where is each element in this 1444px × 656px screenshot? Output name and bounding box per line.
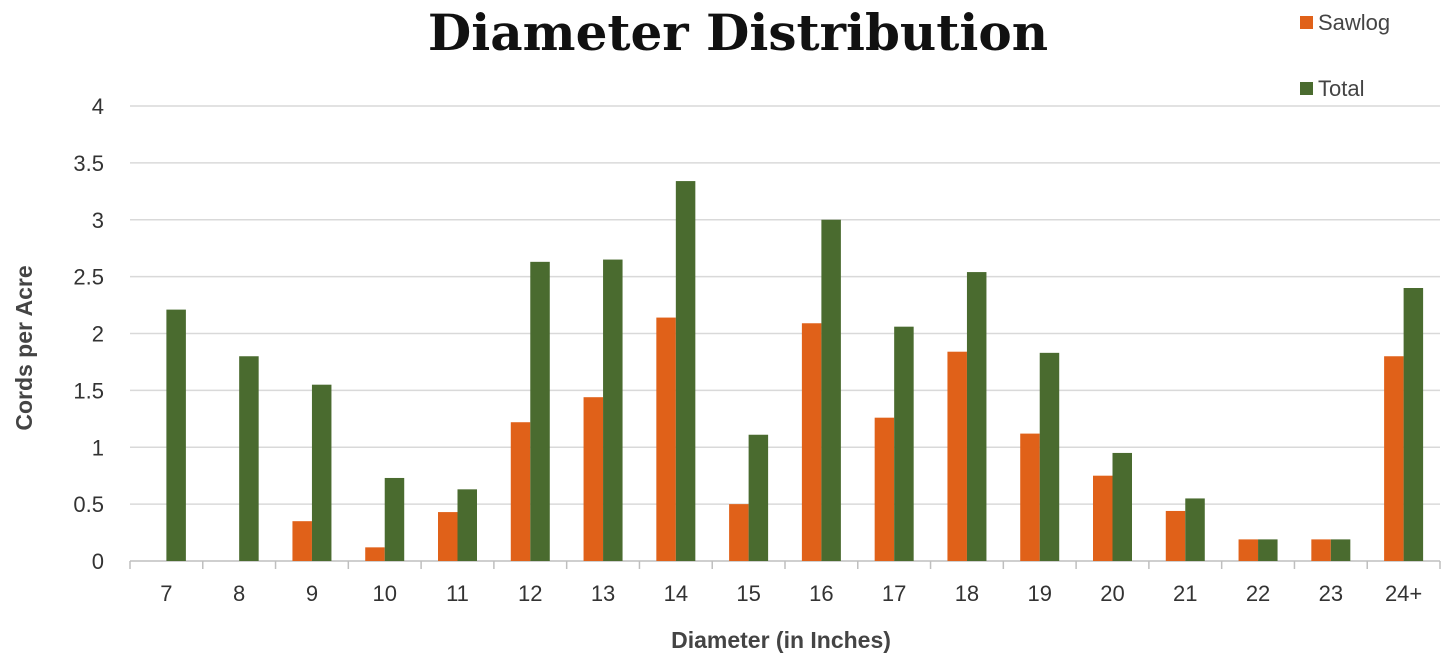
x-tick-label: 14 [664,581,688,606]
x-tick-label: 20 [1100,581,1124,606]
bar-total-15 [748,434,769,561]
x-tick-label: 22 [1246,581,1270,606]
bar-sawlog-15 [729,504,749,561]
bar-total-18 [966,272,987,561]
bar-total-8 [239,356,259,561]
bar-total-16 [821,219,841,561]
x-tick-label: 7 [160,581,172,606]
x-tick-label: 11 [446,581,469,606]
bar-sawlog-19 [1020,433,1040,561]
y-tick-label: 2.5 [73,265,104,290]
y-tick-label: 1 [92,435,104,460]
x-axis-ticks: 7 8 9 10 11 12 13 14 15 16 17 18 19 20 21 22 23 24+ [160,581,1422,606]
y-tick-label: 1.5 [73,378,104,403]
bar-sawlog-12 [510,422,531,561]
bar-total-14 [675,181,696,561]
bar-sawlog-10 [365,547,385,561]
x-tick-label: 12 [518,581,542,606]
bar-sawlog-23 [1311,539,1331,561]
x-tick-label: 10 [372,581,396,606]
bar-sawlog-18 [947,351,967,561]
x-tick-label: 19 [1027,581,1051,606]
x-tick-label: 13 [591,581,615,606]
bar-total-12 [530,261,550,561]
bar-sawlog-24+ [1384,356,1404,561]
bar-sawlog-11 [438,512,458,561]
legend-label-sawlog: Sawlog [1318,10,1390,35]
y-tick-label: 2 [92,322,104,347]
bar-total-17 [894,326,914,561]
bar-total-9 [311,384,332,561]
bar-total-13 [603,259,623,561]
y-tick-label: 4 [92,94,104,119]
x-tick-label: 17 [882,581,906,606]
bar-total-7 [166,309,186,561]
x-axis-label: Diameter (in Inches) [671,627,891,653]
x-tick-label: 21 [1173,581,1197,606]
bars [166,181,1424,561]
y-tick-label: 0.5 [73,492,104,517]
y-axis-ticks: 0 0.5 1 1.5 2 2.5 3 3.5 4 [73,94,104,574]
legend-label-total: Total [1318,76,1364,101]
legend-swatch-total [1300,82,1313,95]
gridlines [129,105,1441,569]
bar-total-20 [1112,452,1132,561]
x-tick-label: 9 [306,581,318,606]
bar-total-23 [1330,539,1351,561]
bar-sawlog-21 [1165,510,1186,561]
chart-title: Diameter Distribution [428,3,1048,62]
y-tick-label: 0 [92,549,104,574]
x-tick-label: 15 [736,581,760,606]
bar-total-22 [1258,539,1278,561]
bar-total-10 [384,477,405,561]
bar-total-11 [457,489,477,561]
bar-total-19 [1039,352,1060,561]
bar-sawlog-20 [1093,475,1113,561]
bar-sawlog-17 [874,417,895,561]
bar-sawlog-9 [292,521,312,561]
x-tick-label: 18 [955,581,979,606]
x-tick-label: 8 [233,581,245,606]
bar-sawlog-22 [1238,539,1259,561]
bar-sawlog-14 [656,317,676,561]
y-tick-label: 3.5 [73,151,104,176]
y-tick-label: 3 [92,208,104,233]
bar-sawlog-13 [583,397,604,561]
legend-swatch-sawlog [1300,16,1313,29]
y-axis-label: Cords per Acre [11,265,37,430]
x-tick-label: 23 [1319,581,1343,606]
bar-total-24+ [1403,288,1424,561]
x-tick-label: 24+ [1385,581,1422,606]
x-tick-label: 16 [809,581,833,606]
bar-sawlog-16 [801,323,822,561]
legend: Sawlog Total [1300,10,1390,101]
bar-total-21 [1185,498,1205,561]
